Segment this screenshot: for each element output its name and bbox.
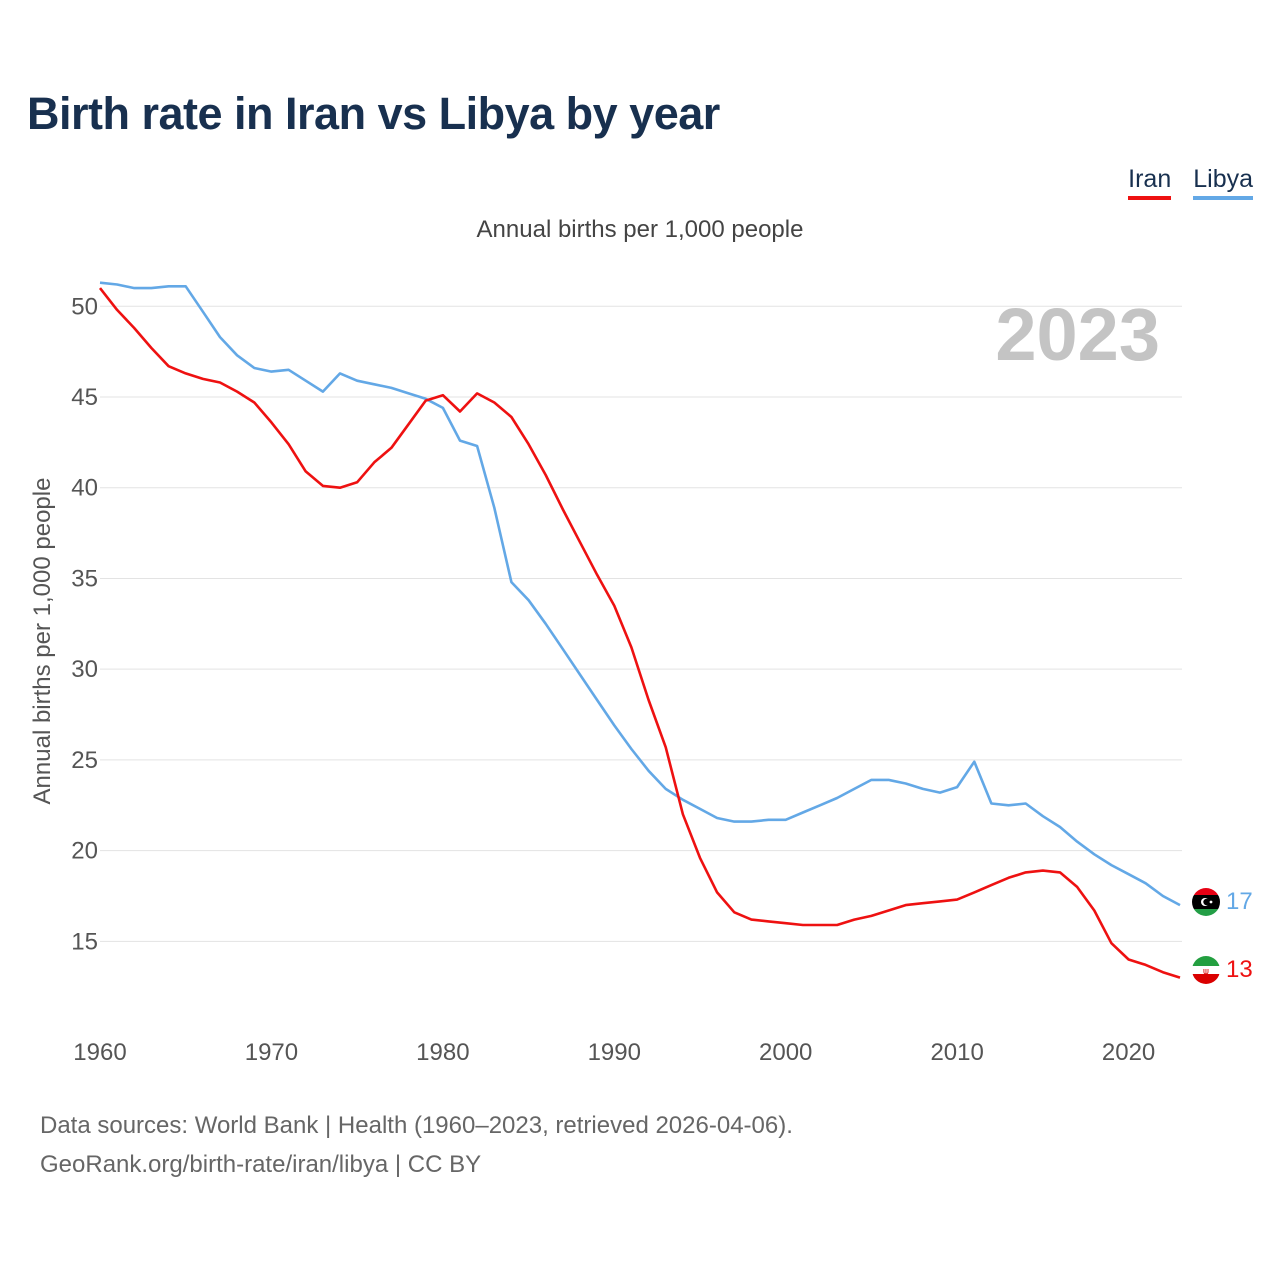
x-tick-label: 2010: [930, 1039, 983, 1066]
chart-subtitle: Annual births per 1,000 people: [476, 216, 804, 243]
x-tick-label: 2020: [1102, 1039, 1155, 1066]
y-tick-label: 20: [71, 838, 98, 865]
y-tick-label: 15: [71, 928, 98, 955]
iran-end-value: 13: [1226, 956, 1253, 983]
y-tick-label: 45: [71, 384, 98, 411]
series-line-iran[interactable]: [98, 287, 1181, 979]
y-axis-label: Annual births per 1,000 people: [29, 478, 56, 805]
legend: Iran Libya: [1128, 164, 1253, 200]
footer: Data sources: World Bank | Health (1960–…: [40, 1106, 793, 1184]
svg-text:ψ: ψ: [1203, 967, 1209, 977]
libya-end-value: 17: [1226, 888, 1253, 915]
data-source-note: Data sources: World Bank | Health (1960–…: [40, 1112, 793, 1139]
y-tick-label: 25: [71, 747, 98, 774]
y-tick-label: 35: [71, 565, 98, 592]
chart-title: Birth rate in Iran vs Libya by year: [27, 88, 720, 139]
x-tick-label: 1990: [588, 1039, 641, 1066]
source-link[interactable]: GeoRank.org/birth-rate/iran/libya | CC B…: [40, 1151, 482, 1178]
legend-item-libya[interactable]: Libya: [1193, 164, 1253, 200]
line-chart: 15 20 25 30 35 40 45 50 1960 1970 1980 1990 2000 201…: [29, 281, 1253, 1066]
y-tick-label: 40: [71, 475, 98, 502]
x-tick-label: 1960: [73, 1039, 126, 1066]
series-line-libya[interactable]: [99, 281, 1181, 907]
y-tick-label: 30: [71, 656, 98, 683]
libya-flag-icon: [1192, 888, 1220, 916]
y-tick-label: 50: [71, 293, 98, 320]
iran-flag-icon: ψ: [1192, 956, 1220, 984]
x-tick-label: 1980: [416, 1039, 469, 1066]
year-watermark: 2023: [995, 293, 1160, 376]
legend-item-iran[interactable]: Iran: [1128, 164, 1172, 200]
x-tick-label: 1970: [245, 1039, 298, 1066]
x-tick-label: 2000: [759, 1039, 812, 1066]
